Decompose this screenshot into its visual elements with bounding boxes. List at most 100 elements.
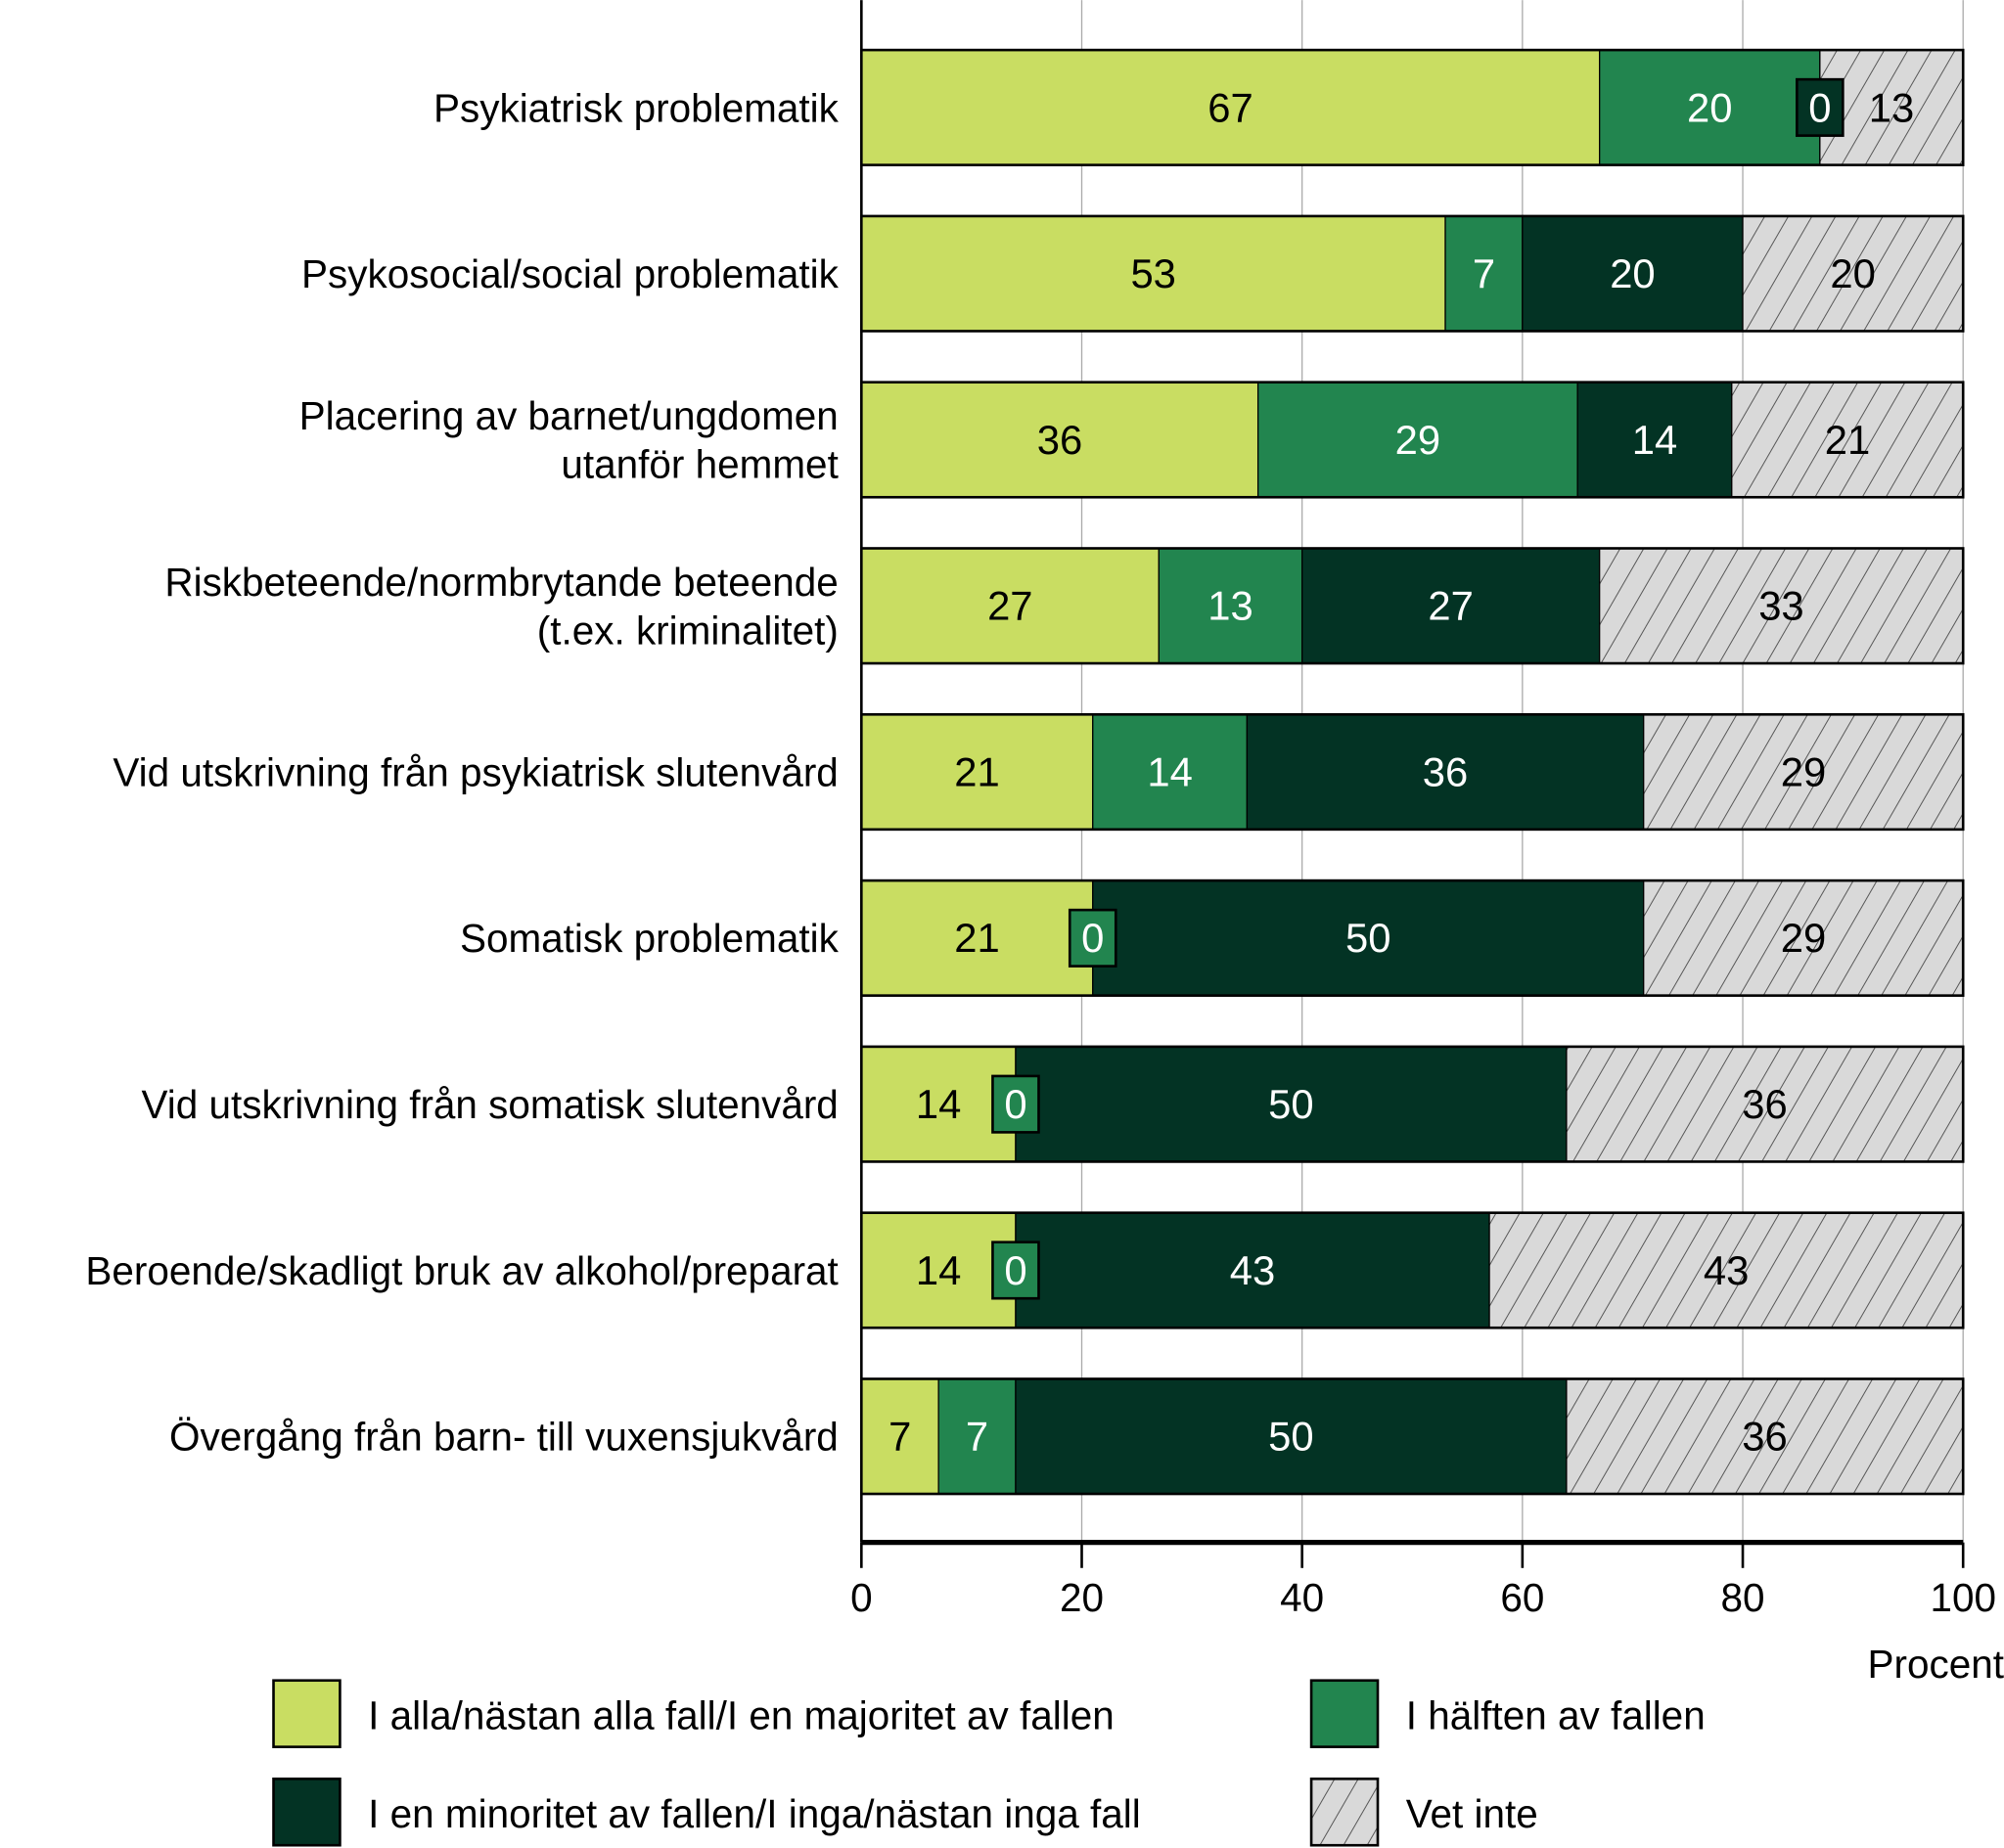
category-label-line: Psykosocial/social problematik: [301, 251, 840, 296]
bar-segment: [1246, 713, 1645, 831]
bars: 67 20 13 53 7 20 20 36 29 14 21 27 13 27 33 21 14 36 29 21 5…: [860, 48, 1965, 1496]
bar-segment: [860, 1046, 1017, 1163]
legend-swatch: [272, 1679, 342, 1748]
category-label-line: Psykiatrisk problematik: [433, 85, 840, 130]
category-label: Psykosocial/social problematik: [301, 251, 840, 296]
category-label-line: Riskbeteende/normbrytande beteende: [164, 560, 838, 605]
bar-segment: [1015, 1377, 1568, 1495]
bar-segment-zero: [991, 1240, 1040, 1300]
legend-swatch: [272, 1777, 342, 1847]
bar-segment-zero: [991, 1074, 1040, 1134]
data-label: 20: [1687, 84, 1732, 130]
bar-segment-zero: [1068, 908, 1117, 968]
data-label: 29: [1395, 417, 1440, 463]
x-tick-label: 40: [1280, 1575, 1324, 1620]
bar-outline: [860, 214, 1965, 333]
legend-swatch: [1309, 1679, 1380, 1748]
bar-outline: [860, 1377, 1965, 1496]
data-label: 14: [916, 1081, 961, 1127]
bar-segment: [860, 713, 1094, 831]
x-tick-label: 20: [1060, 1575, 1104, 1620]
category-label-line: Beroende/skadligt bruk av alkohol/prepar…: [85, 1248, 838, 1293]
x-axis-label: Procent: [1868, 1642, 2004, 1687]
data-label: 20: [1610, 250, 1655, 296]
bar-segment: [1643, 879, 1964, 997]
category-label-line: Övergång från barn- till vuxensjukvård: [169, 1415, 839, 1460]
x-tick-label: 0: [850, 1575, 873, 1620]
data-label: 36: [1742, 1414, 1787, 1460]
data-label: 29: [1781, 748, 1826, 794]
category-label: Övergång från barn- till vuxensjukvård: [169, 1415, 839, 1460]
data-label: 36: [1742, 1081, 1787, 1127]
bar-segment: [1731, 382, 1964, 498]
data-label: 50: [1268, 1414, 1313, 1460]
data-label: 67: [1207, 84, 1252, 130]
category-label-line: (t.ex. kriminalitet): [537, 608, 839, 653]
bar-segment: [860, 382, 1259, 498]
bar-outline: [860, 48, 1965, 166]
bar-segment: [860, 879, 1094, 997]
bar-segment: [1643, 713, 1964, 831]
data-label: 21: [1825, 417, 1870, 463]
data-label: 43: [1230, 1247, 1275, 1293]
data-label: 20: [1830, 250, 1875, 296]
data-label: 21: [954, 748, 999, 794]
bar-segment: [1566, 1377, 1964, 1495]
category-label: Vid utskrivning från somatisk slutenvård: [142, 1082, 839, 1127]
category-labels: Psykiatrisk problematik Psykosocial/socia…: [85, 85, 839, 1459]
bar-segment: [1742, 215, 1964, 333]
category-label: Riskbeteende/normbrytande beteende (t.ex.…: [164, 560, 838, 654]
data-label: 0: [1004, 1081, 1026, 1127]
data-label: 7: [888, 1414, 911, 1460]
data-label: 21: [954, 915, 999, 961]
legend-label: I hälften av fallen: [1406, 1692, 1706, 1737]
category-label: Placering av barnet/ungdomen utanför hemm…: [299, 393, 839, 487]
data-label: 36: [1423, 748, 1468, 794]
data-label: 13: [1869, 84, 1914, 130]
category-label-line: Somatisk problematik: [460, 916, 840, 961]
bar-outline: [860, 1045, 1965, 1163]
data-label: 0: [1081, 915, 1104, 961]
bar-outline: [860, 879, 1965, 997]
data-label: 0: [1004, 1247, 1026, 1293]
data-label: 50: [1268, 1081, 1313, 1127]
category-label-line: Vid utskrivning från psykiatrisk slutenv…: [113, 749, 839, 794]
data-label: 50: [1345, 915, 1390, 961]
legend-swatch: [1309, 1777, 1380, 1847]
data-label: 13: [1207, 583, 1252, 629]
category-label: Somatisk problematik: [460, 916, 840, 961]
bar-outline: [860, 1211, 1965, 1330]
x-tick-label: 80: [1721, 1575, 1765, 1620]
data-label: 53: [1130, 250, 1175, 296]
legend-label: Vet inte: [1406, 1791, 1538, 1836]
data-label: 0: [1808, 84, 1831, 130]
bar-segment: [1566, 1046, 1964, 1163]
category-label-line: Placering av barnet/ungdomen: [299, 393, 839, 438]
category-label: Beroende/skadligt bruk av alkohol/prepar…: [85, 1248, 838, 1293]
bar-segment: [860, 547, 1160, 664]
bar-outline: [860, 547, 1965, 665]
bar-segment: [1488, 1212, 1964, 1329]
bar-segment: [1576, 382, 1733, 498]
legend: I alla/nästan alla fall/I en majoritet a…: [272, 1679, 1706, 1847]
data-label: 7: [966, 1414, 988, 1460]
data-label: 14: [916, 1247, 961, 1293]
bar-outline: [860, 712, 1965, 832]
category-label-line: Vid utskrivning från somatisk slutenvård: [142, 1082, 839, 1127]
data-label: 29: [1781, 915, 1826, 961]
legend-label: I en minoritet av fallen/I inga/nästan i…: [368, 1791, 1141, 1836]
data-label: 14: [1147, 748, 1192, 794]
x-axis: 0 20 40 60 80 100: [850, 1540, 1996, 1620]
x-tick-label: 100: [1930, 1575, 1996, 1620]
data-label: 27: [1428, 583, 1473, 629]
x-tick-label: 60: [1500, 1575, 1544, 1620]
category-label-line: utanför hemmet: [561, 442, 838, 487]
data-label: 27: [987, 583, 1032, 629]
bar-segment: [1015, 1046, 1568, 1163]
data-label: 14: [1632, 417, 1677, 463]
data-label: 36: [1037, 417, 1082, 463]
bar-segment: [1158, 547, 1303, 664]
legend-label: I alla/nästan alla fall/I en majoritet a…: [368, 1692, 1115, 1737]
bar-segment: [1522, 215, 1744, 333]
